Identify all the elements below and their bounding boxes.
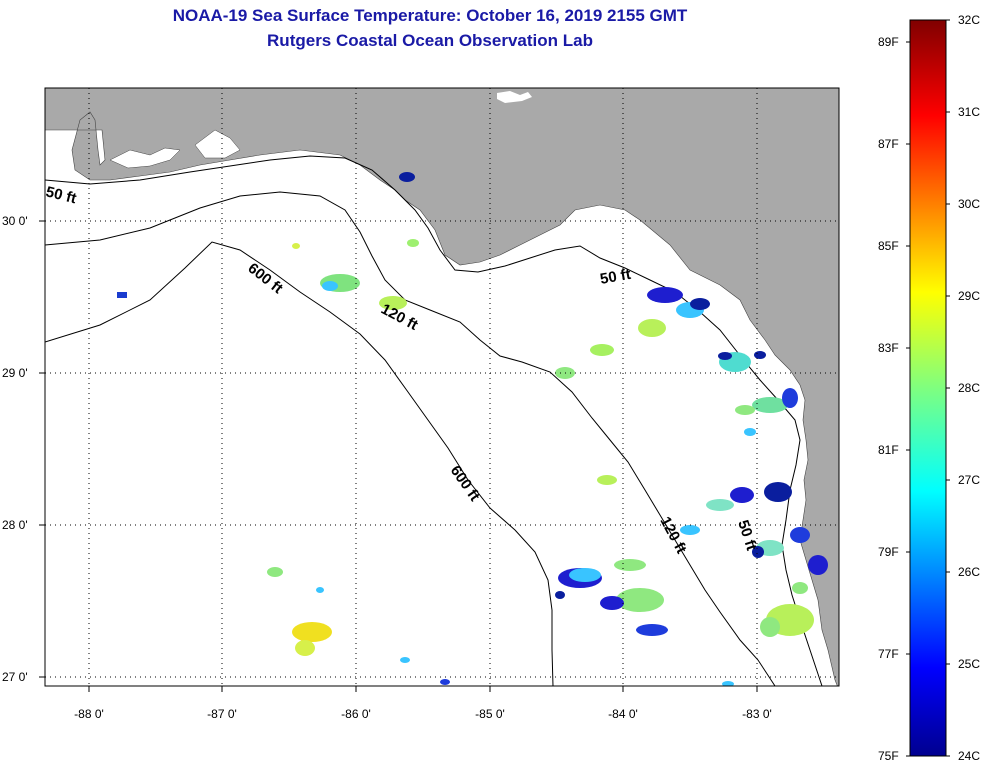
colorbar-celsius-label: 29C [958, 289, 980, 303]
colorbar-celsius-label: 28C [958, 381, 980, 395]
lon-tick: -87 0' [207, 707, 237, 721]
lat-tick: 29 0' [2, 366, 28, 380]
lake [497, 91, 532, 103]
contour-120ft [45, 191, 776, 686]
lat-tick: 28 0' [2, 518, 28, 532]
colorbar-celsius-label: 27C [958, 473, 980, 487]
colorbar-celsius-label: 25C [958, 657, 980, 671]
lat-tick: 27 0' [2, 670, 28, 684]
colorbar-fahrenheit-label: 85F [878, 239, 899, 253]
lat-tick: 30 0' [2, 214, 28, 228]
map-frame [44, 87, 840, 687]
map-title: NOAA-19 Sea Surface Temperature: October… [172, 6, 688, 25]
colorbar-ticks [906, 19, 950, 757]
colorbar-fahrenheit-label: 87F [878, 137, 899, 151]
colorbar-fahrenheit-label: 83F [878, 341, 899, 355]
sst-patches [117, 172, 828, 686]
lon-tick: -88 0' [74, 707, 104, 721]
colorbar-celsius-label: 26C [958, 565, 980, 579]
depth-label: 50 ft [44, 183, 78, 207]
lon-tick: -83 0' [742, 707, 772, 721]
depth-label: 50 ft [599, 266, 632, 288]
land-mass [45, 88, 839, 686]
colorbar [909, 19, 947, 757]
frame-ticks [39, 220, 758, 692]
colorbar-fahrenheit-label: 81F [878, 443, 899, 457]
contour-600ft [45, 241, 554, 686]
lon-tick: -84 0' [608, 707, 638, 721]
colorbar-fahrenheit-label: 89F [878, 35, 899, 49]
lon-tick: -86 0' [341, 707, 371, 721]
colorbar-fahrenheit-label: 79F [878, 545, 899, 559]
colorbar-fahrenheit-label: 75F [878, 749, 899, 763]
contour-50ft-west [45, 155, 823, 686]
colorbar-celsius-label: 24C [958, 749, 980, 763]
lon-tick: -85 0' [475, 707, 505, 721]
colorbar-fahrenheit-label: 77F [878, 647, 899, 661]
colorbar-celsius-label: 30C [958, 197, 980, 211]
map-subtitle: Rutgers Coastal Ocean Observation Lab [267, 31, 593, 50]
colorbar-celsius-label: 31C [958, 105, 980, 119]
colorbar-celsius-label: 32C [958, 13, 980, 27]
